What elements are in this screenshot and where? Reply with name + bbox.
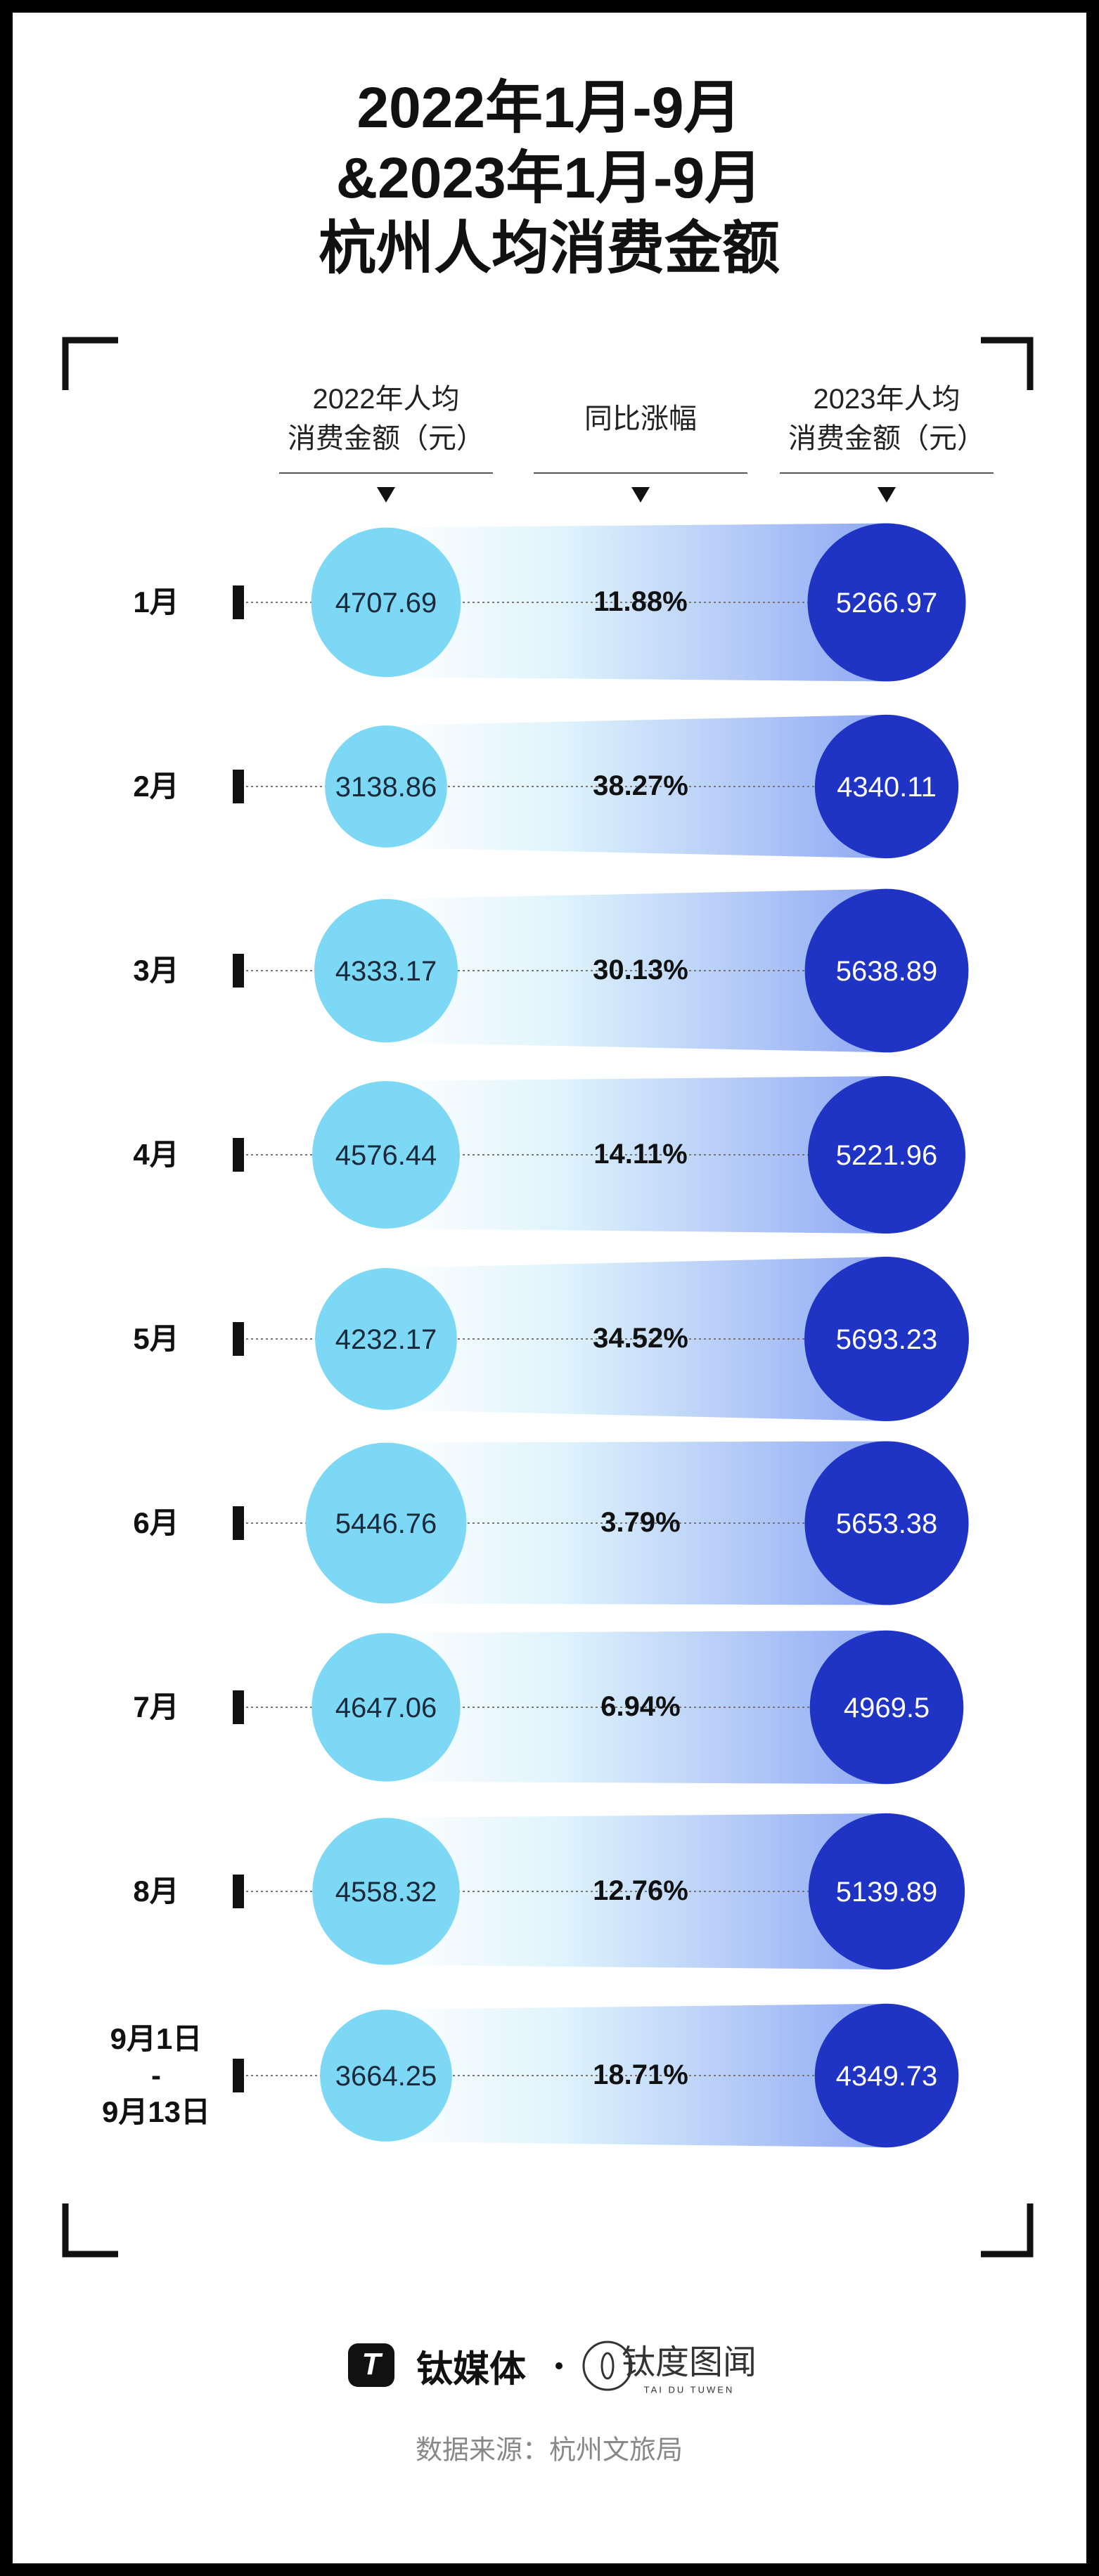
value-label: 5693.23 bbox=[836, 1324, 938, 1355]
bubble-2023 bbox=[804, 888, 969, 1053]
change-label: 38.27% bbox=[593, 770, 688, 801]
column-header: 同比涨幅 bbox=[584, 403, 697, 434]
category-label: 2月 bbox=[133, 770, 179, 803]
value-label: 4558.32 bbox=[335, 1877, 437, 1908]
brand-name: 钛媒体 bbox=[416, 2349, 527, 2390]
value-label: 4340.11 bbox=[837, 772, 937, 803]
value-label: 3138.86 bbox=[335, 772, 437, 803]
header-arrow bbox=[631, 487, 650, 503]
bubble-2022 bbox=[311, 1633, 461, 1782]
change-label: 11.88% bbox=[593, 586, 687, 617]
category-label: 5月 bbox=[133, 1322, 179, 1355]
category-label: 9月1日 - 9月13日 bbox=[101, 2022, 211, 2128]
category-label: 1月 bbox=[133, 585, 179, 619]
brand-subtitle: TAI DU TUWEN bbox=[643, 2384, 735, 2395]
change-label: 18.71% bbox=[593, 2059, 688, 2090]
change-label: 3.79% bbox=[600, 1507, 680, 1538]
value-label: 4333.17 bbox=[335, 956, 437, 987]
row-marker bbox=[233, 1690, 244, 1724]
bubble-2023 bbox=[809, 1630, 964, 1785]
bubble-2022 bbox=[315, 1268, 457, 1410]
bubble-2023 bbox=[807, 523, 966, 682]
bubble-2022 bbox=[314, 898, 458, 1043]
row-marker bbox=[233, 1138, 244, 1172]
value-label: 5446.76 bbox=[335, 1508, 437, 1539]
value-label: 4647.06 bbox=[335, 1692, 437, 1723]
brand-name: 钛度图闻 bbox=[621, 2344, 757, 2381]
value-label: 3664.25 bbox=[335, 2061, 437, 2092]
bubble-2023 bbox=[807, 1075, 966, 1234]
change-label: 34.52% bbox=[593, 1323, 688, 1354]
corner-brackets bbox=[62, 337, 1034, 2258]
row-marker bbox=[233, 1875, 244, 1908]
bubble-2022 bbox=[311, 527, 461, 678]
row-marker bbox=[233, 770, 244, 803]
bubble-2022 bbox=[312, 1818, 460, 1965]
column-header: 2023年人均 消费金额（元） bbox=[788, 384, 985, 454]
value-label: 4707.69 bbox=[335, 588, 437, 619]
bubble-2022 bbox=[305, 1442, 467, 1604]
row-marker bbox=[233, 1322, 244, 1356]
header-arrow bbox=[377, 487, 395, 503]
change-label: 12.76% bbox=[593, 1875, 688, 1906]
bubble-2023 bbox=[808, 1813, 965, 1970]
change-label: 6.94% bbox=[600, 1691, 680, 1722]
value-label: 4576.44 bbox=[335, 1140, 437, 1171]
bubble-2022 bbox=[320, 2009, 452, 2142]
value-label: 5266.97 bbox=[836, 588, 938, 619]
value-label: 4349.73 bbox=[836, 2061, 938, 2092]
row-marker bbox=[233, 2059, 244, 2092]
row-marker bbox=[233, 954, 244, 988]
value-label: 5139.89 bbox=[836, 1877, 938, 1908]
change-label: 30.13% bbox=[593, 954, 688, 985]
category-label: 8月 bbox=[133, 1875, 179, 1908]
bubble-2022 bbox=[325, 725, 447, 848]
value-label: 4969.5 bbox=[844, 1692, 930, 1723]
value-label: 5653.38 bbox=[836, 1508, 938, 1539]
bubble-2023 bbox=[804, 1441, 969, 1605]
bubble-2022 bbox=[312, 1081, 460, 1229]
category-label: 7月 bbox=[133, 1690, 179, 1723]
source-note: 数据来源：杭州文旅局 bbox=[415, 2435, 683, 2466]
chart-title: 2022年1月-9月&2023年1月-9月 杭州人均消费金额 bbox=[318, 76, 780, 280]
value-label: 5638.89 bbox=[836, 956, 938, 987]
column-header: 2022年人均 消费金额（元） bbox=[288, 384, 484, 454]
header-arrow bbox=[878, 487, 896, 503]
svg-text:T: T bbox=[362, 2347, 383, 2381]
footer-logos: T bbox=[348, 2341, 633, 2391]
category-label: 6月 bbox=[133, 1506, 179, 1539]
row-marker bbox=[233, 1506, 244, 1540]
category-label: 4月 bbox=[133, 1138, 179, 1171]
value-label: 4232.17 bbox=[335, 1324, 437, 1355]
category-label: 3月 bbox=[133, 954, 179, 987]
bubble-2023 bbox=[814, 2003, 959, 2148]
row-marker bbox=[233, 585, 244, 619]
value-label: 5221.96 bbox=[836, 1140, 938, 1171]
bubble-2023 bbox=[804, 1257, 969, 1421]
bubble-2023 bbox=[814, 714, 959, 859]
change-label: 14.11% bbox=[593, 1139, 687, 1170]
